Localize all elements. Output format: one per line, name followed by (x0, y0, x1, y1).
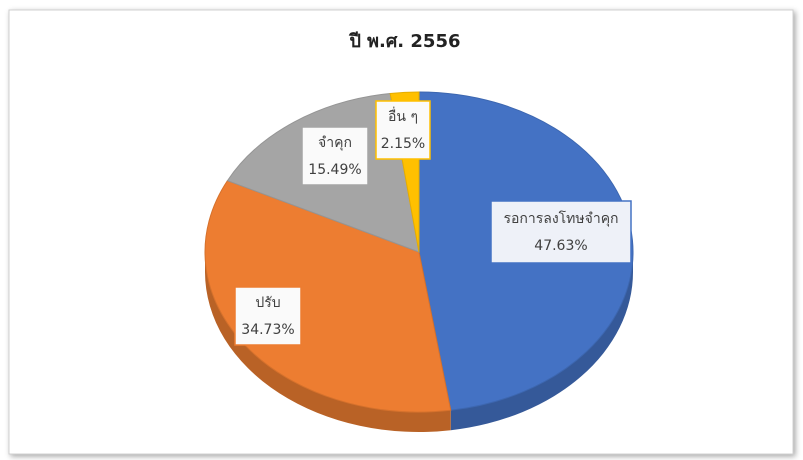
data-label-box (234, 286, 302, 346)
data-label: 47.63% (534, 238, 587, 254)
category-label: รอการลงโทษจำคุก (503, 210, 618, 227)
data-label-box (375, 100, 431, 160)
category-label: จำคุก (318, 135, 352, 151)
chart-title: ปี พ.ศ. 2556 (348, 31, 460, 52)
data-label: 34.73% (241, 322, 294, 338)
slice (204, 180, 452, 413)
slice-side (450, 252, 633, 431)
category-label: ปรับ (255, 295, 280, 311)
data-label-box (301, 126, 369, 186)
data-label-box (490, 200, 632, 264)
category-label: อื่น ๆ (388, 107, 418, 125)
data-label: 2.15% (381, 136, 425, 152)
slice-side (205, 252, 451, 432)
labels: รอการลงโทษจำคุก 47.63% ปรับ 34.73% จำคุก 15.4… (234, 100, 632, 346)
data-label: 15.49% (308, 162, 361, 178)
